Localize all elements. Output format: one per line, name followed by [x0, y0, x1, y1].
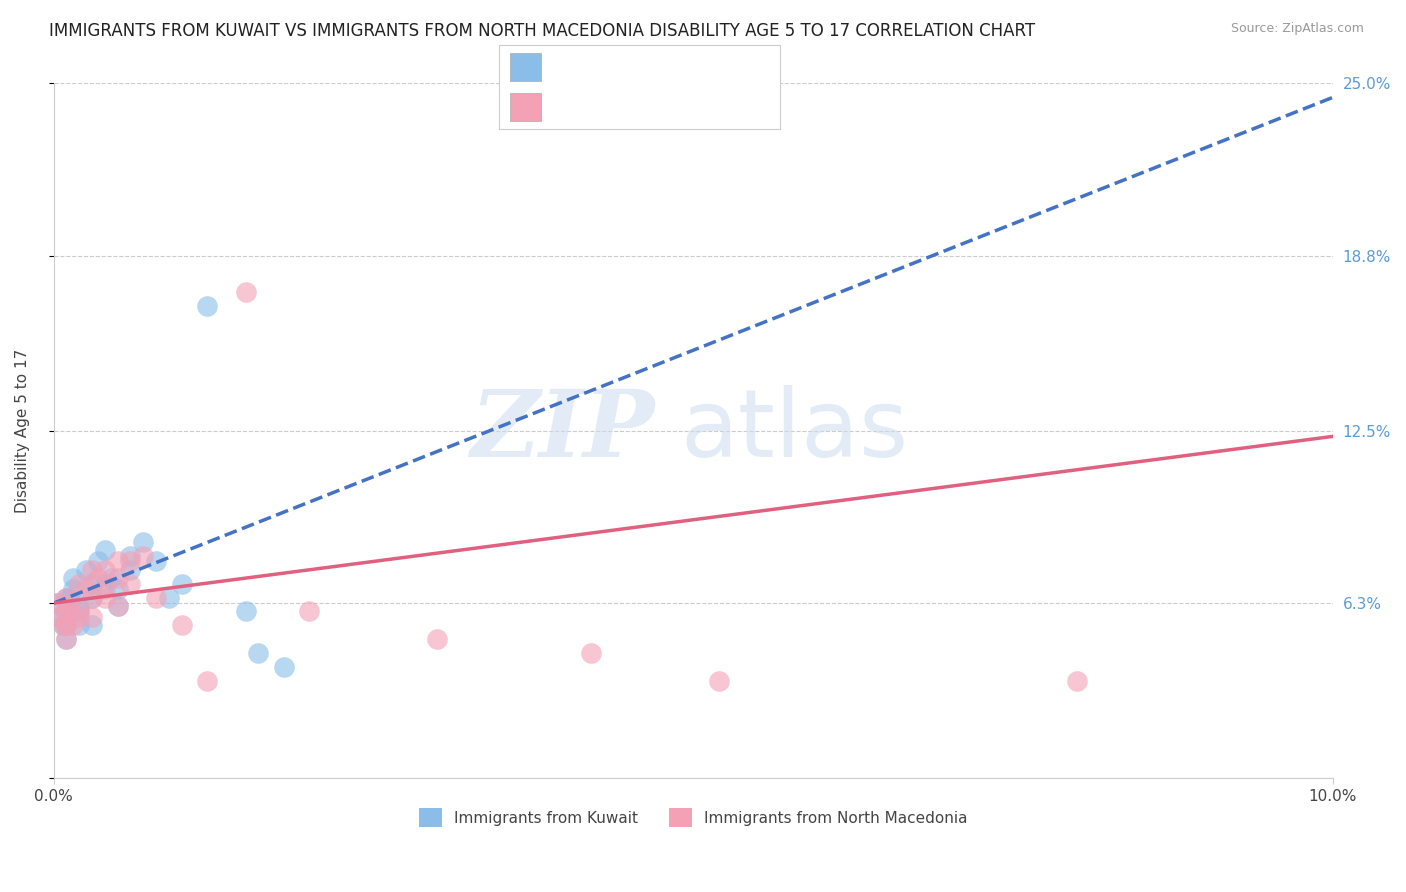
- Legend: Immigrants from Kuwait, Immigrants from North Macedonia: Immigrants from Kuwait, Immigrants from …: [413, 802, 973, 833]
- Point: [62, 571, 84, 585]
- Point: [157, 591, 180, 605]
- Point: [58, 599, 80, 613]
- Text: atlas: atlas: [681, 384, 908, 477]
- Point: [707, 673, 730, 688]
- Point: [80, 618, 103, 632]
- Bar: [510, 93, 541, 120]
- Text: N = 35: N = 35: [673, 97, 737, 115]
- Point: [132, 535, 155, 549]
- Point: [67, 605, 90, 619]
- Point: [100, 571, 122, 585]
- Point: [80, 610, 103, 624]
- Point: [87, 554, 110, 568]
- Text: Source: ZipAtlas.com: Source: ZipAtlas.com: [1230, 22, 1364, 36]
- Point: [579, 646, 602, 660]
- Point: [94, 563, 117, 577]
- Point: [145, 591, 167, 605]
- Point: [235, 285, 257, 299]
- Text: ZIP: ZIP: [471, 386, 655, 475]
- Y-axis label: Disability Age 5 to 17: Disability Age 5 to 17: [15, 349, 30, 513]
- Point: [107, 599, 129, 613]
- Point: [170, 576, 193, 591]
- Point: [107, 582, 129, 597]
- Point: [120, 563, 142, 577]
- Point: [247, 646, 270, 660]
- Point: [62, 582, 84, 597]
- Bar: [510, 54, 541, 81]
- Point: [55, 632, 77, 647]
- Point: [51, 618, 73, 632]
- Point: [94, 576, 117, 591]
- Point: [75, 563, 97, 577]
- Point: [298, 605, 321, 619]
- Point: [120, 576, 142, 591]
- Point: [132, 549, 155, 563]
- Text: IMMIGRANTS FROM KUWAIT VS IMMIGRANTS FROM NORTH MACEDONIA DISABILITY AGE 5 TO 17: IMMIGRANTS FROM KUWAIT VS IMMIGRANTS FRO…: [49, 22, 1035, 40]
- Point: [120, 549, 142, 563]
- Point: [55, 605, 77, 619]
- Point: [80, 591, 103, 605]
- Point: [195, 299, 218, 313]
- Point: [67, 605, 90, 619]
- Point: [55, 632, 77, 647]
- Point: [62, 618, 84, 632]
- Point: [195, 673, 218, 688]
- Point: [55, 618, 77, 632]
- Point: [67, 610, 90, 624]
- Point: [120, 554, 142, 568]
- Point: [51, 618, 73, 632]
- Point: [94, 582, 117, 597]
- Point: [235, 605, 257, 619]
- Point: [170, 618, 193, 632]
- Point: [55, 591, 77, 605]
- Point: [55, 591, 77, 605]
- Point: [58, 591, 80, 605]
- Point: [67, 618, 90, 632]
- Point: [55, 605, 77, 619]
- Point: [1066, 673, 1088, 688]
- Point: [426, 632, 449, 647]
- FancyBboxPatch shape: [499, 45, 780, 129]
- Point: [107, 554, 129, 568]
- Point: [94, 543, 117, 558]
- Point: [94, 591, 117, 605]
- Point: [80, 591, 103, 605]
- Point: [75, 582, 97, 597]
- Text: R = 0.269: R = 0.269: [553, 97, 643, 115]
- Point: [46, 596, 69, 610]
- Point: [67, 599, 90, 613]
- Point: [80, 563, 103, 577]
- Text: R = 0.283: R = 0.283: [553, 59, 643, 77]
- Point: [55, 618, 77, 632]
- Point: [87, 571, 110, 585]
- Point: [107, 599, 129, 613]
- Point: [67, 576, 90, 591]
- Point: [80, 576, 103, 591]
- Point: [46, 596, 69, 610]
- Point: [273, 660, 295, 674]
- Point: [107, 571, 129, 585]
- Point: [49, 610, 72, 624]
- Text: N = 33: N = 33: [673, 59, 737, 77]
- Point: [49, 610, 72, 624]
- Point: [145, 554, 167, 568]
